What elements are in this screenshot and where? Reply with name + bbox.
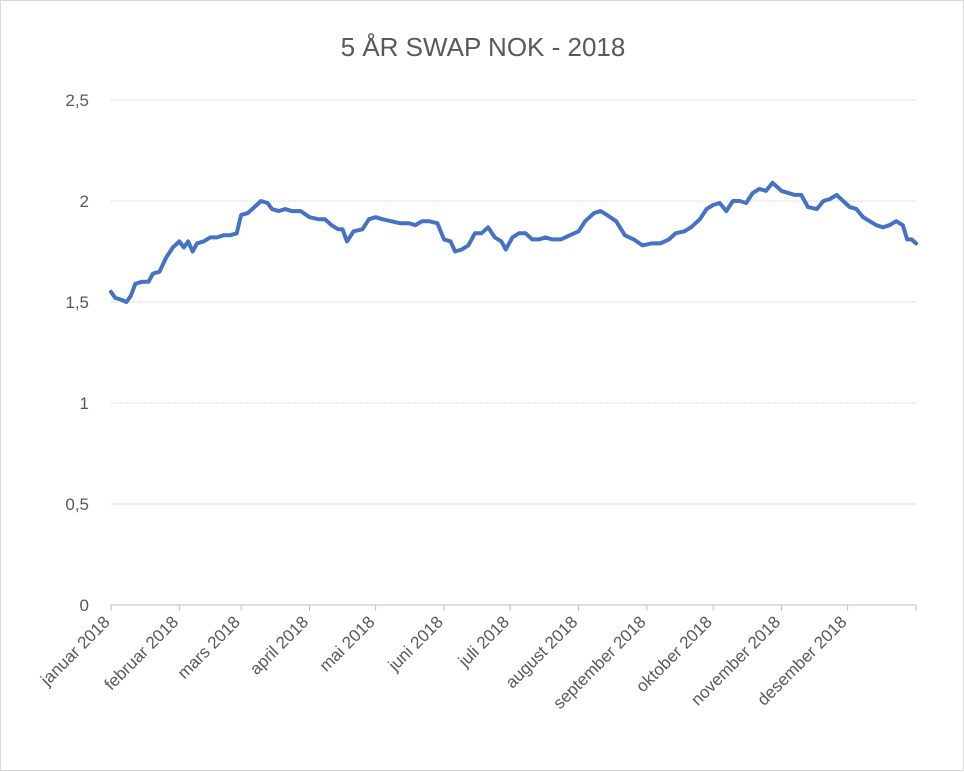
gridlines bbox=[111, 99, 916, 505]
x-tick-label: juli 2018 bbox=[454, 612, 513, 671]
chart-title: 5 ÅR SWAP NOK - 2018 bbox=[341, 32, 626, 62]
y-tick-label: 0 bbox=[80, 596, 89, 615]
x-tick-label: mars 2018 bbox=[174, 612, 244, 682]
y-axis-ticks: 0 0,5 1 1,5 2 2,5 bbox=[65, 91, 89, 615]
y-tick-label: 2,5 bbox=[65, 91, 89, 110]
y-tick-label: 2 bbox=[80, 192, 89, 211]
y-tick-label: 1,5 bbox=[65, 293, 89, 312]
series-layer bbox=[109, 180, 918, 304]
x-tick-label: mai 2018 bbox=[316, 612, 379, 675]
x-tick-label: april 2018 bbox=[246, 612, 312, 678]
y-tick-label: 1 bbox=[80, 394, 89, 413]
series-line bbox=[109, 180, 918, 304]
y-tick-label: 0,5 bbox=[65, 495, 89, 514]
x-tick-label: juni 2018 bbox=[384, 612, 447, 675]
x-tick-label: februar 2018 bbox=[101, 612, 183, 694]
